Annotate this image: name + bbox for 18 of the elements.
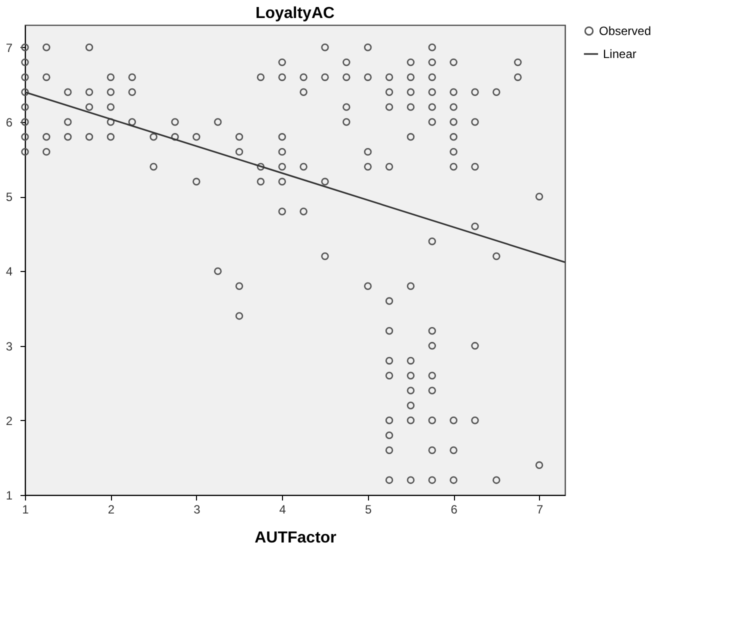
x-tick-label: 1 [22, 502, 30, 516]
x-tick-label: 2 [108, 502, 115, 516]
y-tick-label: 5 [6, 190, 13, 204]
y-tick-label: 1 [6, 488, 13, 502]
chart-title: LoyaltyAC [255, 5, 336, 22]
legend-label: Observed [599, 24, 652, 38]
y-tick-label: 4 [6, 264, 13, 279]
y-tick-label: 7 [6, 40, 13, 55]
y-tick-label: 6 [6, 115, 13, 130]
x-tick-label: 4 [279, 502, 286, 516]
x-tick-label: 5 [365, 502, 372, 516]
x-axis-title: AUTFactor [254, 530, 336, 546]
x-tick-label: 6 [450, 502, 458, 516]
y-tick-label: 3 [6, 339, 13, 354]
x-tick-label: 3 [194, 502, 201, 516]
y-tick-label: 2 [6, 414, 13, 428]
x-tick-label: 7 [536, 502, 544, 516]
legend-label: Linear [603, 47, 636, 61]
